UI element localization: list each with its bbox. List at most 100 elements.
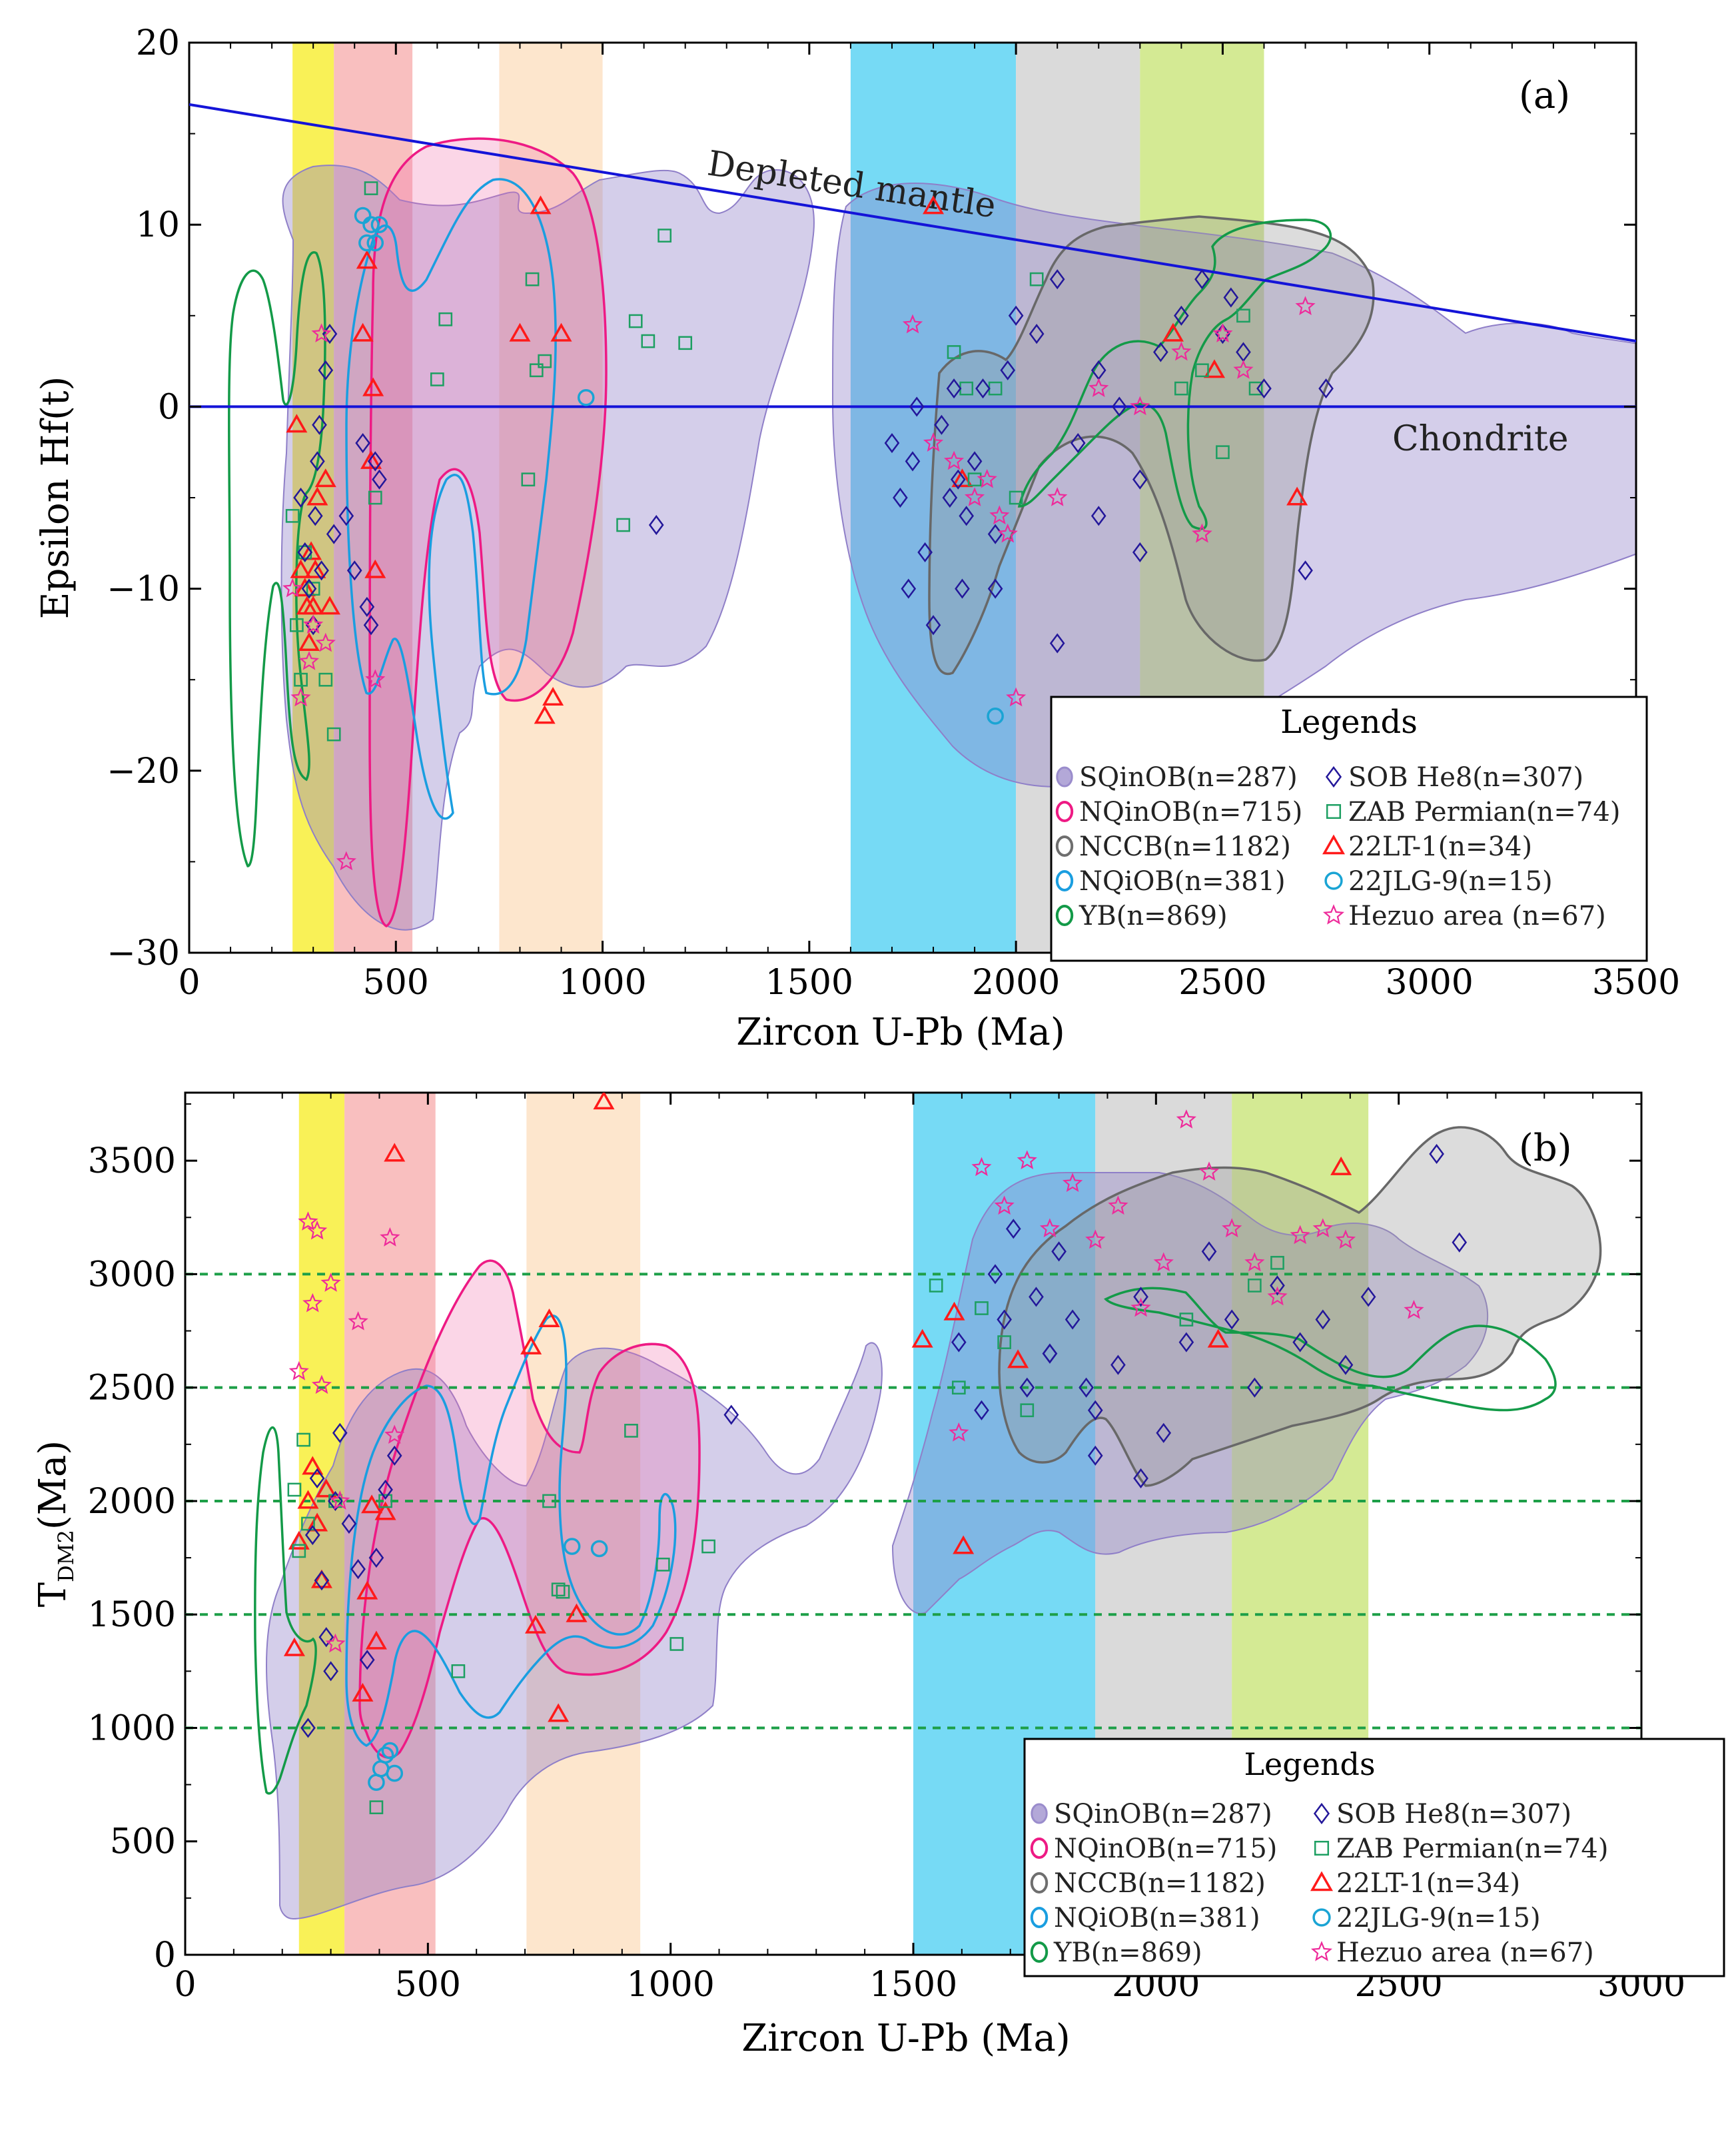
square-point — [975, 1301, 989, 1315]
age-band-4 — [850, 43, 1017, 953]
legend-contour-icon — [1030, 1907, 1049, 1928]
square-point — [369, 1800, 384, 1815]
diamond-point — [1090, 506, 1106, 526]
diamond-point — [1429, 1143, 1444, 1165]
triangle-point — [530, 195, 552, 215]
star-point — [1267, 1286, 1288, 1306]
triangle-point — [361, 1494, 383, 1514]
circle-point — [987, 708, 1004, 725]
diamond-point — [300, 1718, 316, 1738]
legend-b: Legends SQinOB(n=287) SOB He8(n=307) NQinO… — [1023, 1738, 1725, 1977]
square-point — [616, 518, 630, 532]
legend-box-b — [1023, 1738, 1725, 1977]
star-point — [971, 1157, 992, 1177]
legend-label: YB(n=869) — [1079, 901, 1228, 931]
square-point — [1216, 445, 1230, 460]
y-tick-label: 2500 — [88, 1368, 176, 1408]
diamond-point — [1256, 378, 1272, 399]
square-point — [529, 363, 544, 378]
star-point — [1088, 378, 1109, 397]
legend-square-icon — [1326, 804, 1342, 819]
diamond-point — [350, 1559, 366, 1580]
square-point — [556, 1584, 570, 1599]
triangle-point — [1207, 1329, 1229, 1348]
diamond-point — [1029, 324, 1045, 344]
star-point — [288, 1360, 309, 1380]
diamond-point — [1070, 432, 1086, 454]
legend-a: Legends SQinOB(n=287) SOB He8(n=307) NQinO… — [1050, 696, 1648, 962]
panel-b: (b) 0 500 1000 1500 2000 2500 3000 0 500 1000 1500… — [31, 1091, 1725, 2060]
square-point — [947, 345, 961, 359]
star-point — [1312, 1218, 1333, 1238]
x-tick-label: 2500 — [1178, 963, 1266, 1003]
diamond-point — [987, 1264, 1003, 1285]
triangle-point — [1330, 1156, 1352, 1175]
triangle-point — [951, 468, 973, 488]
diamond-point — [974, 1400, 989, 1420]
triangle-point — [542, 686, 564, 706]
diamond-point — [1156, 1422, 1172, 1443]
diamond-point — [951, 1332, 967, 1352]
legend-star-icon — [1322, 904, 1345, 925]
star-point — [989, 505, 1010, 525]
square-point — [551, 1582, 566, 1597]
diamond-point — [359, 596, 375, 618]
y-tick-label: 1000 — [88, 1708, 176, 1748]
x-tick-label: 1000 — [626, 1965, 714, 2005]
x-tick-label: 500 — [395, 1965, 461, 2005]
triangle-point — [1162, 322, 1184, 342]
triangle-point — [548, 1703, 570, 1722]
triangle-point — [550, 322, 572, 342]
diamond-point — [1110, 1354, 1126, 1375]
square-point — [701, 1539, 715, 1554]
square-point — [430, 372, 444, 386]
legend-label: NCCB(n=1182) — [1079, 831, 1291, 862]
star-point — [1062, 1173, 1083, 1192]
diamond-point — [372, 469, 387, 490]
legend-label: NCCB(n=1182) — [1054, 1868, 1266, 1899]
triangle-point — [352, 322, 374, 342]
legend-diamond-icon — [1325, 766, 1342, 788]
circle-point — [577, 388, 595, 406]
nccb-contour-b — [998, 1126, 1602, 1487]
diamond-point — [338, 506, 354, 526]
diamond-point — [1194, 269, 1210, 290]
star-point — [365, 669, 386, 689]
circle-point — [370, 216, 388, 234]
x-axis-label-a: Zircon U-Pb (Ma) — [736, 1011, 1065, 1054]
star-point — [977, 468, 997, 488]
age-band-3 — [526, 1093, 641, 1955]
triangle-point — [1007, 1349, 1029, 1368]
star-point — [1006, 687, 1027, 707]
triangle-point — [356, 1580, 378, 1600]
square-point — [368, 490, 382, 505]
diamond-point — [1153, 342, 1168, 362]
triangle-point — [538, 1308, 560, 1328]
legend-star-icon — [1310, 1941, 1333, 1961]
legend-diamond-icon — [1313, 1802, 1330, 1825]
square-point — [521, 472, 536, 487]
panel-b-label: (b) — [1519, 1127, 1572, 1170]
diamond-point — [1223, 287, 1239, 308]
y-tick-label: 1500 — [88, 1595, 176, 1635]
square-point — [542, 1494, 556, 1508]
legend-label: SOB He8(n=307) — [1348, 762, 1583, 793]
circle-point — [590, 1540, 608, 1558]
y-axis-label-b-main: T — [31, 1582, 75, 1607]
diamond-point — [723, 1404, 739, 1425]
diamond-point — [909, 396, 925, 417]
star-point — [1047, 487, 1068, 506]
legend-entries-a: SQinOB(n=287) SOB He8(n=307) NQinOB(n=715)… — [1055, 762, 1620, 931]
square-point — [641, 334, 655, 348]
diamond-point — [917, 542, 933, 563]
star-point — [311, 323, 332, 342]
diamond-point — [950, 469, 966, 490]
circle-point — [376, 1746, 394, 1764]
square-point — [292, 1544, 306, 1558]
star-point — [320, 1273, 341, 1292]
age-band-2 — [344, 1093, 436, 1955]
y-tick-label: −20 — [107, 752, 180, 792]
star-point — [1130, 1297, 1151, 1317]
star-point — [964, 487, 985, 506]
